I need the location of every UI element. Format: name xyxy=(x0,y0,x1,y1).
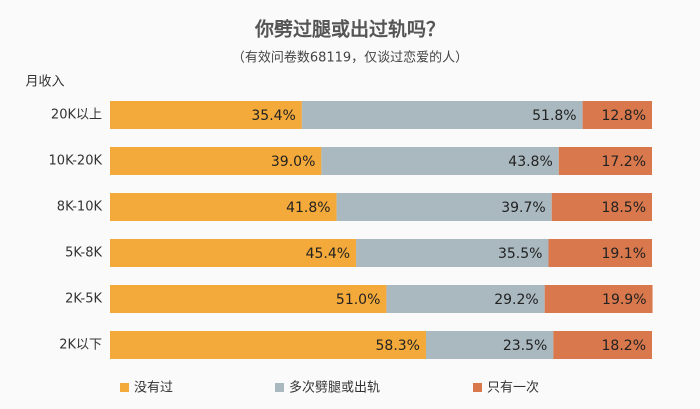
bar-segment xyxy=(558,147,652,175)
bar-segment xyxy=(425,331,554,359)
bar-segment xyxy=(321,147,559,175)
data-label: 39.0% xyxy=(271,154,315,170)
data-label: 43.8% xyxy=(508,154,552,170)
bar-segment xyxy=(110,101,302,129)
data-label: 19.9% xyxy=(602,292,646,308)
bar-segment xyxy=(386,285,545,313)
data-label: 29.2% xyxy=(494,292,538,308)
bar-segment xyxy=(336,193,552,221)
legend-swatch xyxy=(473,383,482,392)
y-tick-label: 8K-10K xyxy=(57,200,103,215)
bar-segment xyxy=(356,239,549,267)
bar-segment xyxy=(301,101,583,129)
data-label: 41.8% xyxy=(286,200,330,216)
y-tick-label: 2K以下 xyxy=(59,338,102,353)
bar-segment xyxy=(582,101,652,129)
legend-label: 没有过 xyxy=(134,381,173,396)
data-label: 12.8% xyxy=(602,108,646,124)
data-label: 51.0% xyxy=(336,292,380,308)
bar-segment xyxy=(548,239,652,267)
bar-segment xyxy=(110,147,322,175)
data-label: 23.5% xyxy=(503,338,547,354)
y-axis-label: 月收入 xyxy=(25,75,64,90)
chart-title: 你劈过腿或出过轨吗？ xyxy=(254,18,445,41)
legend-swatch xyxy=(275,383,284,392)
data-label: 39.7% xyxy=(501,200,545,216)
bar-segment xyxy=(110,285,387,313)
legend-swatch xyxy=(120,383,129,392)
bar-segment xyxy=(553,331,652,359)
bar-segment xyxy=(110,193,337,221)
y-tick-label: 10K-20K xyxy=(49,154,103,169)
data-label: 45.4% xyxy=(306,246,350,262)
data-label: 19.1% xyxy=(602,246,646,262)
bar-segment xyxy=(110,331,426,359)
bar-segment xyxy=(551,193,652,221)
data-label: 51.8% xyxy=(532,108,576,124)
data-label: 58.3% xyxy=(376,338,420,354)
y-tick-label: 2K-5K xyxy=(65,292,102,307)
bar-segment xyxy=(544,285,653,313)
bar-segment xyxy=(110,239,357,267)
legend-label: 只有一次 xyxy=(487,380,539,396)
data-label: 35.4% xyxy=(251,108,295,124)
data-label: 18.5% xyxy=(602,200,646,216)
chart-subtitle: （有效问卷数68119，仅谈过恋爱的人） xyxy=(232,50,468,66)
data-label: 18.2% xyxy=(602,338,646,354)
data-label: 17.2% xyxy=(602,154,646,170)
data-label: 35.5% xyxy=(498,246,542,262)
y-tick-label: 5K-8K xyxy=(65,246,102,261)
y-tick-label: 20K以上 xyxy=(51,108,102,123)
legend-label: 多次劈腿或出轨 xyxy=(289,380,380,396)
